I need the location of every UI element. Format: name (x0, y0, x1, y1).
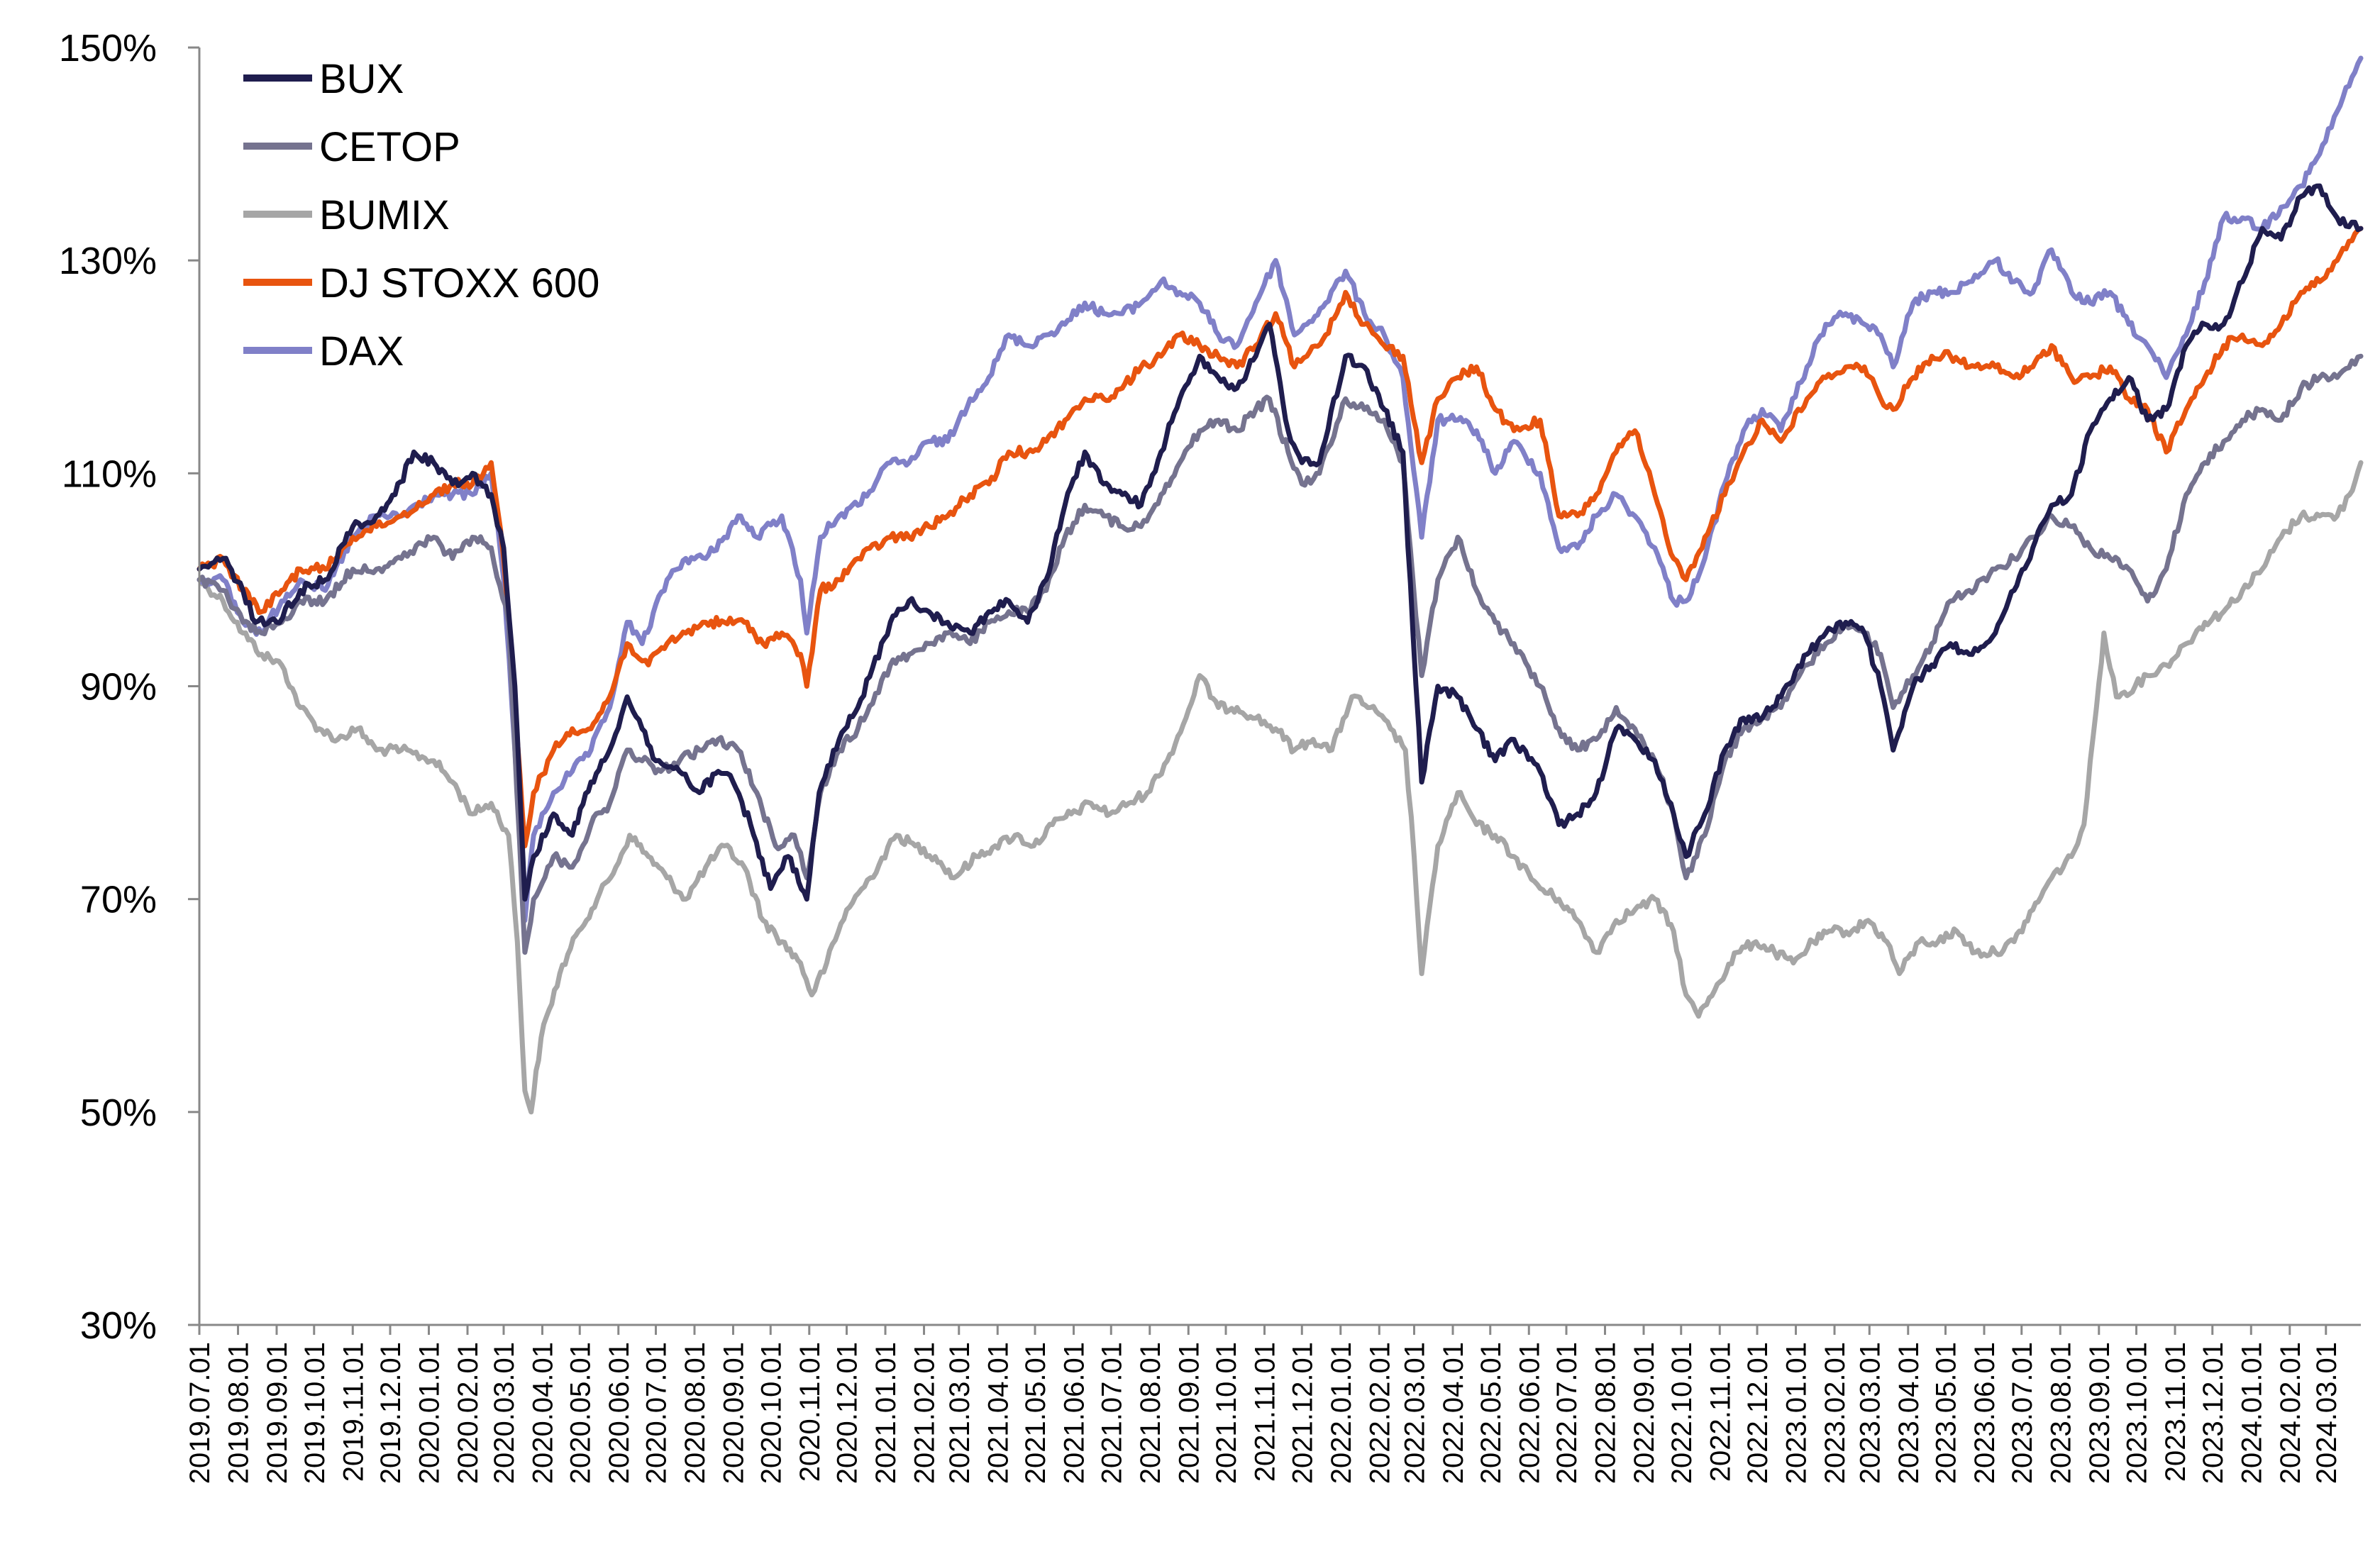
x-tick-label: 2019.07.01 (184, 1342, 216, 1484)
x-tick-label: 2022.04.01 (1438, 1342, 1469, 1484)
x-tick-label: 2023.08.01 (2045, 1342, 2076, 1484)
x-tick-label: 2024.03.01 (2311, 1342, 2342, 1484)
series-lines (197, 55, 2364, 1115)
legend-label: BUMIX (319, 192, 450, 238)
axes: 30%50%70%90%110%130%150%2019.07.01 2019.0… (59, 27, 2361, 1484)
x-tick-label: 2024.01.01 (2236, 1342, 2267, 1484)
x-tick-label: 2021.03.01 (944, 1342, 975, 1484)
x-tick-label: 2021.04.01 (983, 1342, 1014, 1484)
y-tick-label: 150% (59, 27, 157, 70)
x-tick-label: 2022.11.01 (1705, 1342, 1736, 1482)
x-tick-label: 2023.01.01 (1781, 1342, 1812, 1484)
x-tick-label: 2022.08.01 (1590, 1342, 1622, 1484)
x-tick-label: 2021.05.01 (1020, 1342, 1051, 1484)
x-tick-label: 2022.05.01 (1476, 1342, 1507, 1484)
x-tick-label: 2022.01.01 (1326, 1342, 1357, 1484)
x-tick-label: 2023.07.01 (2007, 1342, 2038, 1484)
x-tick-label: 2020.09.01 (719, 1342, 750, 1484)
x-tick-label: 2021.02.01 (909, 1342, 941, 1484)
x-tick-label: 2023.12.01 (2198, 1342, 2229, 1484)
x-tick-label: 2020.10.01 (755, 1342, 787, 1484)
x-tick-label: 2021.06.01 (1059, 1342, 1090, 1484)
x-tick-label: 2023.11.01 (2160, 1342, 2191, 1482)
x-tick-label: 2023.05.01 (1931, 1342, 1962, 1484)
x-tick-label: 2021.09.01 (1173, 1342, 1205, 1484)
legend-label: CETOP (319, 124, 460, 170)
x-tick-label: 2020.03.01 (489, 1342, 520, 1484)
x-tick-label: 2023.06.01 (1969, 1342, 2000, 1484)
y-tick-label: 70% (80, 879, 157, 921)
x-tick-label: 2022.09.01 (1629, 1342, 1660, 1484)
legend: BUX CETOP BUMIX DJ STOXX 600 DAX (243, 56, 599, 374)
x-tick-label: 2020.05.01 (565, 1342, 596, 1484)
x-tick-label: 2021.11.01 (1250, 1342, 1281, 1482)
x-tick-label: 2024.02.01 (2275, 1342, 2306, 1484)
x-tick-label: 2019.09.01 (262, 1342, 293, 1484)
series-line-dax (197, 55, 2364, 923)
x-tick-label: 2020.01.01 (414, 1342, 445, 1484)
x-tick-label: 2020.02.01 (453, 1342, 484, 1484)
x-tick-label: 2021.08.01 (1135, 1342, 1166, 1484)
x-tick-label: 2020.12.01 (832, 1342, 863, 1484)
x-tick-label: 2020.11.01 (795, 1342, 826, 1482)
series-line-bux (197, 183, 2364, 902)
x-tick-label: 2021.10.01 (1211, 1342, 1242, 1484)
x-tick-label: 2022.06.01 (1514, 1342, 1545, 1484)
x-tick-label: 2019.12.01 (375, 1342, 406, 1484)
x-tick-label: 2021.07.01 (1096, 1342, 1127, 1484)
y-tick-label: 110% (62, 453, 157, 495)
legend-label: DJ STOXX 600 (319, 260, 599, 306)
legend-label: BUX (319, 56, 404, 102)
series-line-cetop (197, 353, 2364, 955)
x-tick-label: 2022.10.01 (1666, 1342, 1698, 1484)
x-tick-label: 2023.02.01 (1820, 1342, 1851, 1484)
x-tick-label: 2020.04.01 (528, 1342, 559, 1484)
x-tick-label: 2019.11.01 (338, 1342, 369, 1482)
x-tick-label: 2023.03.01 (1854, 1342, 1886, 1484)
x-tick-label: 2020.06.01 (604, 1342, 635, 1484)
y-tick-label: 30% (80, 1304, 157, 1347)
legend-label: DAX (319, 328, 404, 374)
x-tick-label: 2022.03.01 (1400, 1342, 1431, 1484)
x-tick-label: 2020.08.01 (680, 1342, 711, 1484)
series-line-dj-stoxx-600 (197, 226, 2364, 849)
y-tick-label: 90% (80, 666, 157, 709)
x-tick-label: 2021.12.01 (1287, 1342, 1318, 1484)
x-tick-label: 2020.07.01 (641, 1342, 673, 1484)
series-line-bumix (197, 460, 2364, 1115)
x-tick-label: 2023.10.01 (2122, 1342, 2153, 1484)
y-tick-label: 50% (80, 1092, 157, 1134)
x-tick-label: 2022.07.01 (1551, 1342, 1583, 1484)
x-tick-label: 2023.04.01 (1893, 1342, 1925, 1484)
x-tick-label: 2021.01.01 (870, 1342, 902, 1484)
x-tick-label: 2019.10.01 (299, 1342, 331, 1484)
x-tick-label: 2022.02.01 (1364, 1342, 1395, 1484)
y-tick-label: 130% (59, 240, 157, 282)
x-tick-label: 2019.08.01 (223, 1342, 255, 1484)
x-tick-label: 2022.12.01 (1742, 1342, 1773, 1484)
x-tick-label: 2023.09.01 (2084, 1342, 2115, 1484)
